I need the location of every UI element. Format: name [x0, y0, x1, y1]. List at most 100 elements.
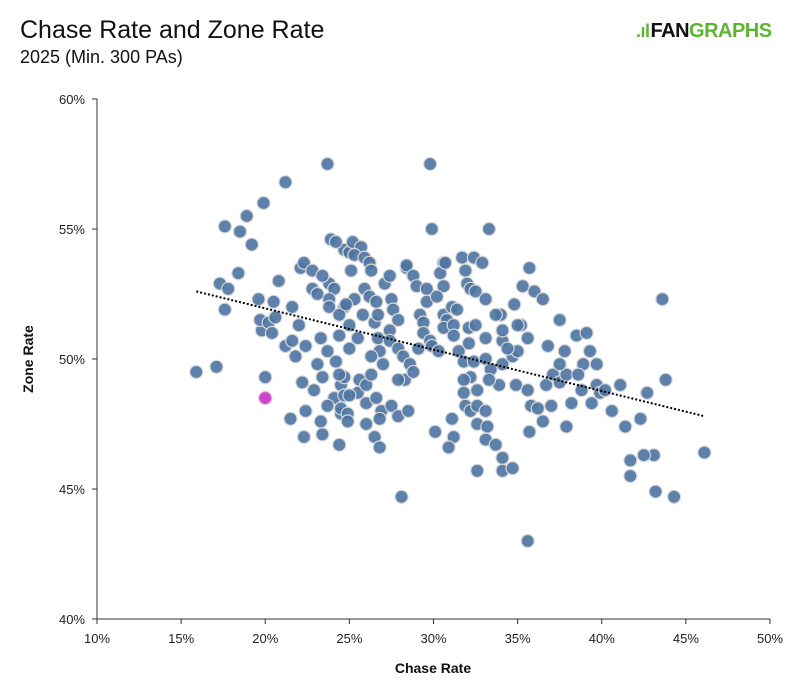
y-tick-label: 40%: [59, 612, 85, 627]
data-point: [364, 263, 379, 278]
data-point: [271, 273, 286, 289]
data-point: [458, 263, 473, 278]
data-point: [251, 292, 266, 307]
data-point: [406, 364, 421, 380]
data-point: [478, 331, 493, 346]
data-point: [636, 448, 651, 463]
data-point: [328, 234, 344, 250]
data-point: [449, 302, 465, 317]
data-point: [633, 411, 648, 426]
data-point: [658, 372, 673, 387]
data-point: [221, 281, 236, 296]
data-point: [535, 414, 550, 429]
data-point: [232, 224, 248, 239]
data-point: [429, 289, 444, 304]
data-point: [231, 266, 246, 281]
data-point: [640, 385, 655, 400]
logo-text-graphs: GRAPHS: [689, 20, 772, 42]
data-point: [535, 292, 550, 307]
data-point: [209, 359, 224, 374]
data-point: [468, 318, 483, 333]
data-point: [481, 372, 497, 387]
data-point: [372, 440, 387, 455]
data-point: [359, 416, 374, 432]
data-point: [589, 357, 604, 372]
data-point: [446, 328, 461, 343]
data-point: [552, 312, 567, 328]
data-point: [306, 383, 322, 398]
data-point: [539, 377, 554, 393]
x-tick-label: 40%: [589, 631, 615, 646]
data-point: [320, 344, 335, 359]
data-point: [369, 294, 384, 309]
highlighted-data-point: [258, 390, 273, 406]
data-point: [423, 156, 438, 172]
data-point: [515, 279, 530, 294]
data-point: [478, 292, 493, 307]
data-point: [564, 396, 579, 411]
data-point: [495, 450, 510, 465]
data-point: [322, 299, 337, 315]
data-point: [315, 370, 330, 385]
data-point: [520, 383, 535, 398]
data-point: [278, 175, 293, 190]
data-point: [456, 372, 471, 387]
data-point: [340, 414, 355, 429]
data-point: [455, 250, 470, 265]
data-point: [557, 344, 572, 359]
data-point: [332, 328, 347, 343]
data-point: [315, 427, 330, 442]
data-point: [370, 307, 386, 322]
data-point: [399, 258, 414, 273]
data-point: [239, 208, 254, 224]
data-point: [338, 297, 354, 312]
data-point: [480, 419, 495, 434]
data-point: [217, 302, 232, 317]
data-point: [571, 367, 586, 382]
data-point: [332, 437, 347, 452]
data-point: [313, 331, 328, 346]
data-point: [369, 390, 384, 406]
y-axis-title: Zone Rate: [20, 325, 36, 393]
data-point: [296, 429, 312, 445]
x-tick-label: 10%: [84, 631, 110, 646]
data-point: [189, 364, 204, 380]
data-point: [343, 263, 359, 278]
chart-subtitle: 2025 (Min. 300 PAs): [20, 47, 183, 67]
data-point: [320, 156, 335, 172]
data-point: [505, 461, 520, 476]
data-point: [285, 299, 300, 315]
data-point: [355, 307, 370, 322]
x-tick-label: 15%: [168, 631, 194, 646]
data-point: [298, 338, 313, 354]
data-point: [520, 331, 535, 346]
data-point: [342, 318, 357, 333]
data-point: [258, 370, 273, 385]
data-point: [648, 484, 663, 499]
y-tick-label: 55%: [59, 222, 85, 237]
data-point: [370, 331, 386, 346]
data-point: [623, 468, 638, 484]
data-point: [461, 336, 476, 351]
data-point: [466, 354, 481, 369]
data-point: [244, 237, 259, 252]
data-point: [500, 341, 515, 356]
y-tick-label: 45%: [59, 482, 85, 497]
x-tick-label: 30%: [420, 631, 446, 646]
data-point: [520, 533, 535, 549]
data-point: [456, 385, 471, 400]
data-point: [579, 325, 594, 341]
data-point: [559, 419, 574, 434]
data-point: [384, 398, 399, 413]
data-point: [478, 403, 493, 419]
data-point: [522, 260, 537, 276]
data-point: [613, 377, 628, 393]
data-point: [436, 279, 451, 294]
data-point: [295, 375, 310, 390]
data-point: [285, 333, 300, 348]
data-point: [310, 357, 325, 372]
x-tick-label: 50%: [757, 631, 783, 646]
data-point: [268, 310, 283, 325]
data-point: [394, 489, 409, 504]
